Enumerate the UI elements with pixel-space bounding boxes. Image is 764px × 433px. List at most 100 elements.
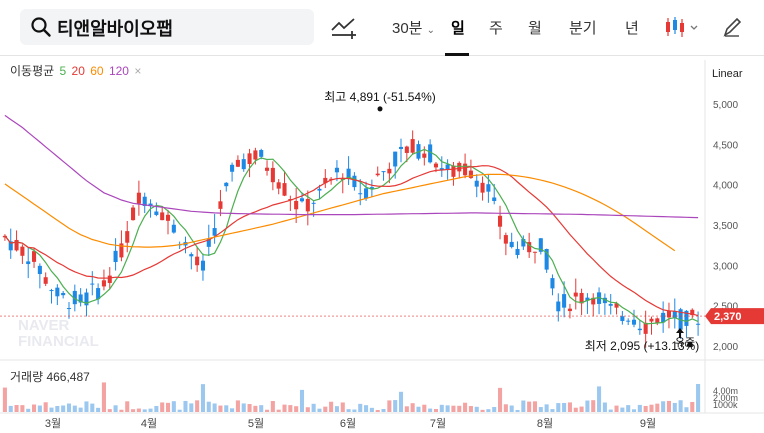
candle-body <box>253 150 258 160</box>
candle-body <box>439 168 444 171</box>
moving-average-legend: 이동평균 5 20 60 120 × <box>10 62 143 79</box>
candle-body <box>608 303 613 306</box>
candle-body <box>591 297 596 305</box>
volume-tick-label: 4,00m <box>713 386 738 396</box>
candle-body <box>620 316 625 322</box>
volume-bar <box>608 409 613 412</box>
candle-body <box>230 164 235 172</box>
timeframe-month[interactable]: 월 <box>528 20 542 37</box>
candle-body <box>562 294 567 308</box>
timeframe-day[interactable]: 일 <box>451 20 465 37</box>
candle-body <box>224 182 229 187</box>
volume-bar <box>160 402 165 412</box>
volume-bar <box>154 405 159 412</box>
candle-body <box>66 308 72 310</box>
volume-bar <box>591 400 596 412</box>
low-annotation: 최저 2,095 (+13.13%) <box>585 339 699 353</box>
volume-bar <box>404 406 409 412</box>
candle-body <box>212 228 217 236</box>
candle-body <box>259 150 264 157</box>
volume-bar <box>416 406 421 412</box>
volume-bar <box>684 407 689 412</box>
search-query[interactable]: 티앤알바이오팹 <box>57 19 173 39</box>
volume-bar <box>90 403 95 412</box>
timeframe-year[interactable]: 년 <box>625 20 639 37</box>
legend-ma5: 5 <box>59 64 67 78</box>
candle-body <box>55 287 60 297</box>
candle-body <box>631 319 637 325</box>
candle-body <box>72 290 77 305</box>
volume-bar <box>364 405 369 412</box>
x-tick-label: 3월 <box>45 417 61 430</box>
ma120-line <box>4 114 699 219</box>
volume-bar <box>696 383 701 412</box>
volume-bar <box>259 405 264 412</box>
candle-body <box>247 153 252 164</box>
candle-body <box>142 196 147 206</box>
timeframe-quarter[interactable]: 분기 <box>569 20 597 37</box>
legend-close-icon[interactable]: × <box>134 64 142 78</box>
candle-body <box>323 177 328 184</box>
volume-bar <box>177 409 182 412</box>
volume-bar <box>451 405 456 412</box>
compare-chart-icon[interactable] <box>330 14 358 40</box>
legend-ma120: 120 <box>108 64 129 78</box>
candle-body <box>666 311 672 318</box>
candle-body <box>690 309 695 316</box>
scale-type-label[interactable]: Linear <box>712 68 743 80</box>
volume-bar <box>224 405 229 412</box>
candle-body <box>649 318 654 322</box>
volume-bar <box>276 409 281 412</box>
volume-bar <box>550 409 555 412</box>
volume-bar <box>49 407 54 412</box>
candle-body <box>241 159 246 170</box>
volume-bar <box>84 401 89 412</box>
candle-body <box>567 308 572 312</box>
volume-bar <box>567 402 572 412</box>
volume-bar <box>37 405 42 412</box>
candle-body <box>276 182 281 189</box>
timeframe-week[interactable]: 주 <box>489 20 503 37</box>
candle-body <box>428 144 433 163</box>
volume-bar <box>497 387 503 412</box>
volume-bar <box>643 405 648 412</box>
search-box[interactable]: 티앤알바이오팹 <box>20 9 314 45</box>
candle-body <box>270 167 275 183</box>
candle-body <box>37 265 42 275</box>
candle-body <box>486 184 491 192</box>
volume-bar <box>142 409 147 412</box>
candle-body <box>684 310 689 326</box>
volume-bar <box>556 403 561 412</box>
candle-body <box>43 277 48 284</box>
event-label: 유증 <box>675 336 695 349</box>
naver-financial-watermark: FINANCIAL <box>18 333 99 350</box>
candle-body <box>136 192 141 204</box>
candle-body <box>445 164 450 170</box>
candle-body <box>264 167 270 171</box>
volume-bar <box>585 400 590 412</box>
volume-bar <box>206 401 211 412</box>
candle-body <box>503 235 508 244</box>
volume-bar <box>515 409 520 412</box>
candle-body <box>550 278 555 289</box>
volume-bar <box>96 407 101 412</box>
volume-bar <box>492 406 497 412</box>
volume-bar <box>264 409 270 412</box>
candle-body <box>294 200 299 210</box>
volume-bar <box>532 401 538 412</box>
high-annotation: 최고 4,891 (-51.54%) <box>324 90 435 104</box>
y-tick-label: 2,500 <box>713 302 738 313</box>
volume-bar <box>317 408 322 412</box>
candle-body <box>626 320 631 322</box>
candlestick-type-icon[interactable] <box>664 14 702 40</box>
volume-bar <box>78 407 83 412</box>
timeframe-30min[interactable]: 30분 ⌄ <box>392 20 436 37</box>
candle-body <box>101 280 106 287</box>
candle-body <box>404 146 409 153</box>
candle-body <box>643 322 648 334</box>
candle-body <box>369 187 374 189</box>
x-tick-label: 7월 <box>430 417 446 430</box>
volume-bar <box>8 405 13 412</box>
pen-icon[interactable] <box>722 16 742 38</box>
volume-bar <box>562 402 567 412</box>
